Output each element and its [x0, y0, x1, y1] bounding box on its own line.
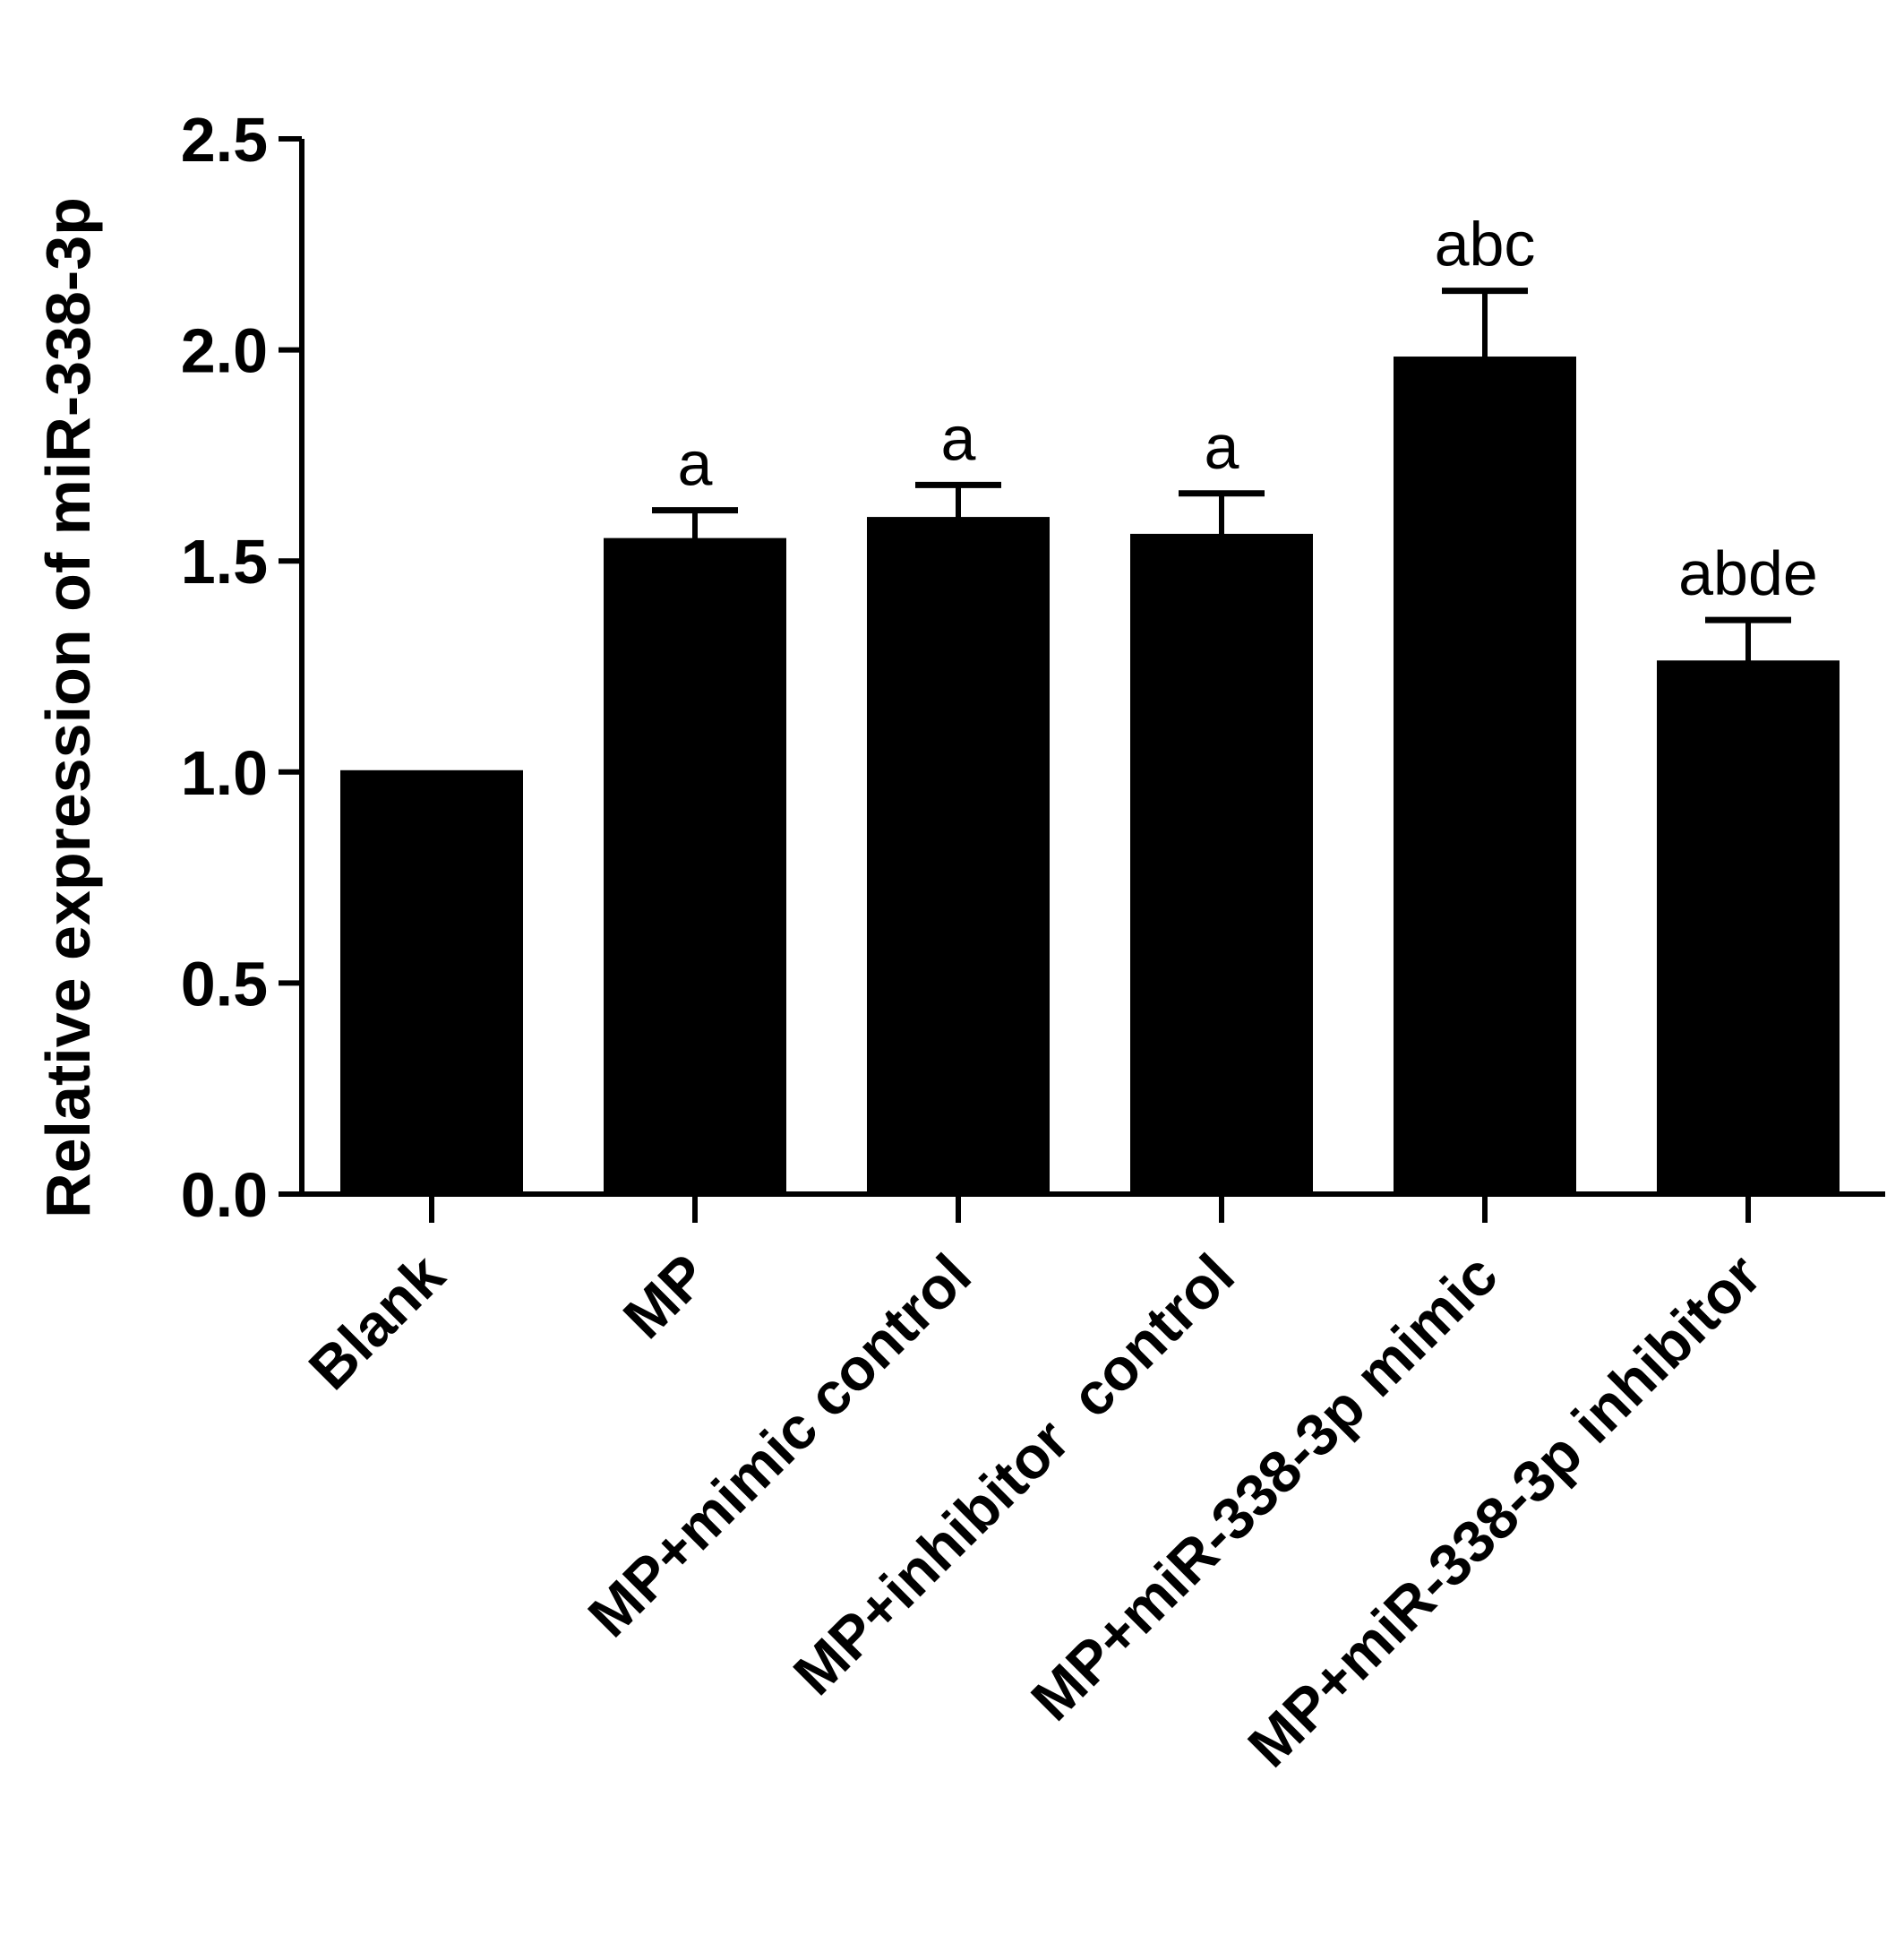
x-tick-label: MP+miR-338-3p inhibitor [1235, 1242, 1773, 1780]
x-tick-label: MP [611, 1242, 720, 1351]
significance-labels: a a a abc abde [678, 210, 1818, 609]
significance-label: abde [1678, 538, 1818, 608]
bar [604, 537, 786, 1196]
significance-label: abc [1435, 210, 1536, 279]
bar [1394, 357, 1576, 1196]
y-axis: 0.0 0.5 1.0 1.5 2.0 2.5 [181, 105, 304, 1230]
y-axis-label: Relative expression of miR-338-3p [33, 197, 103, 1218]
significance-label: a [941, 403, 976, 473]
x-tick-label: MP+inhibitor control [781, 1242, 1247, 1707]
bars [340, 357, 1840, 1196]
error-bars [652, 288, 1791, 663]
x-tick-label: Blank [296, 1241, 457, 1402]
y-tick-label: 2.0 [181, 316, 268, 386]
y-tick-label: 0.0 [181, 1160, 268, 1230]
significance-label: a [678, 429, 713, 499]
y-tick-label: 2.5 [181, 105, 268, 175]
bar [340, 769, 523, 1196]
y-tick-label: 1.5 [181, 527, 268, 597]
y-tick-label: 0.5 [181, 949, 268, 1019]
x-axis [299, 1191, 1885, 1223]
bar [1657, 660, 1840, 1196]
bar [867, 517, 1050, 1196]
x-tick-label: MP+miR-338-3p mimic [1018, 1242, 1510, 1733]
bar [1130, 533, 1313, 1196]
y-tick-label: 1.0 [181, 738, 268, 808]
significance-label: a [1205, 412, 1239, 482]
